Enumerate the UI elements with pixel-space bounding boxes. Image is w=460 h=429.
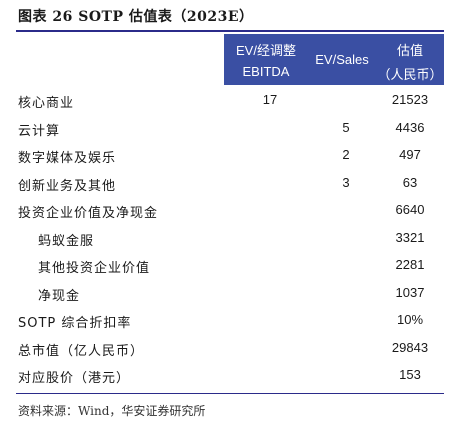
top-rule: [16, 30, 444, 32]
cell-value: 63: [402, 174, 418, 190]
header-value-line2: （人民币）: [377, 67, 443, 82]
cell-ev-sales: 5: [342, 119, 350, 135]
table-row: 投资企业价值及净现金 6640: [16, 197, 444, 224]
cell-value: 1037: [395, 284, 425, 300]
row-label: 其他投资企业价值: [38, 261, 151, 276]
table-row: 创新业务及其他 3 63: [16, 170, 444, 197]
row-label: 云计算: [18, 123, 61, 139]
table-row: 其他投资企业价值 2281: [16, 252, 444, 279]
table-row: 云计算 5 4436: [16, 115, 444, 142]
row-label: 总市值（亿人民币）: [18, 343, 145, 359]
row-label: 投资企业价值及净现金: [18, 206, 159, 221]
cell-value: 29843: [391, 339, 429, 355]
header-ev-sales: EV/Sales: [308, 34, 376, 85]
row-label: 蚂蚁金服: [38, 233, 95, 249]
row-label: 净现金: [38, 288, 81, 304]
row-label: 核心商业: [18, 96, 75, 111]
table-header: EV/经调整 EBITDA EV/Sales 估值 （人民币）: [224, 34, 444, 85]
cell-value: 497: [399, 147, 421, 162]
bottom-rule: [16, 393, 444, 394]
cell-ev-ebitda: 17: [262, 92, 278, 107]
table-row: 核心商业 17 21523: [16, 87, 444, 114]
cell-value: 153: [399, 367, 421, 382]
cell-ev-sales: 2: [342, 147, 350, 162]
row-label: 创新业务及其他: [18, 178, 117, 194]
table-row: 净现金 1037: [16, 280, 444, 307]
table-row: 蚂蚁金服 3321: [16, 225, 444, 252]
header-ev-sales-label: EV/Sales: [315, 52, 369, 67]
table-row: 对应股价（港元） 153: [16, 362, 444, 389]
header-value-line1: 估值: [396, 43, 423, 58]
cell-value: 10%: [396, 312, 424, 327]
row-label: 数字媒体及娱乐: [18, 151, 117, 166]
cell-value: 21523: [391, 92, 429, 107]
table-row: SOTP 综合折扣率 10%: [16, 307, 444, 334]
header-ev-ebitda-line2: EBITDA: [242, 64, 290, 79]
cell-value: 3321: [395, 229, 425, 245]
source-note: 资料来源：Wind，华安证券研究所: [18, 404, 206, 418]
cell-value: 4436: [395, 119, 425, 135]
row-label: SOTP 综合折扣率: [18, 316, 132, 331]
header-ev-ebitda-line1: EV/经调整: [236, 43, 296, 58]
row-label: 对应股价（港元）: [18, 371, 131, 386]
header-value: 估值 （人民币）: [376, 34, 444, 85]
cell-ev-sales: 3: [342, 174, 350, 190]
cell-value: 6640: [395, 202, 425, 217]
cell-value: 2281: [395, 257, 425, 272]
header-ev-ebitda: EV/经调整 EBITDA: [224, 34, 308, 85]
table-row: 总市值（亿人民币） 29843: [16, 335, 444, 362]
table-row: 数字媒体及娱乐 2 497: [16, 142, 444, 169]
table-title: 图表 26 SOTP 估值表（2023E）: [18, 9, 254, 25]
